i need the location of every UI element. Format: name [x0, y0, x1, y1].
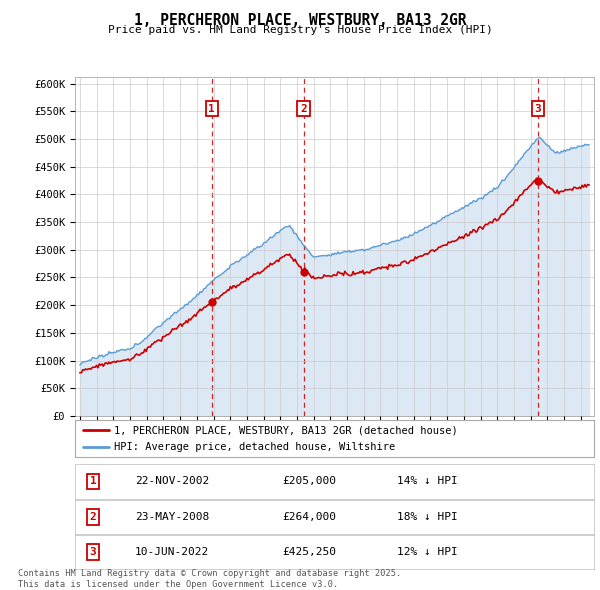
Text: 1, PERCHERON PLACE, WESTBURY, BA13 2GR: 1, PERCHERON PLACE, WESTBURY, BA13 2GR	[134, 13, 466, 28]
Text: 12% ↓ HPI: 12% ↓ HPI	[397, 548, 458, 557]
Text: 1: 1	[90, 477, 97, 486]
Text: £205,000: £205,000	[283, 477, 337, 486]
Text: 1, PERCHERON PLACE, WESTBURY, BA13 2GR (detached house): 1, PERCHERON PLACE, WESTBURY, BA13 2GR (…	[114, 425, 458, 435]
Text: HPI: Average price, detached house, Wiltshire: HPI: Average price, detached house, Wilt…	[114, 442, 395, 452]
Text: 14% ↓ HPI: 14% ↓ HPI	[397, 477, 458, 486]
Text: 18% ↓ HPI: 18% ↓ HPI	[397, 512, 458, 522]
Text: 3: 3	[90, 548, 97, 557]
Text: 2: 2	[90, 512, 97, 522]
Text: £425,250: £425,250	[283, 548, 337, 557]
Text: 23-MAY-2008: 23-MAY-2008	[134, 512, 209, 522]
Text: 10-JUN-2022: 10-JUN-2022	[134, 548, 209, 557]
Text: £264,000: £264,000	[283, 512, 337, 522]
Text: Contains HM Land Registry data © Crown copyright and database right 2025.
This d: Contains HM Land Registry data © Crown c…	[18, 569, 401, 589]
Text: 2: 2	[300, 104, 307, 113]
Text: 1: 1	[208, 104, 215, 113]
Text: 22-NOV-2002: 22-NOV-2002	[134, 477, 209, 486]
Text: Price paid vs. HM Land Registry's House Price Index (HPI): Price paid vs. HM Land Registry's House …	[107, 25, 493, 35]
Text: 3: 3	[535, 104, 541, 113]
